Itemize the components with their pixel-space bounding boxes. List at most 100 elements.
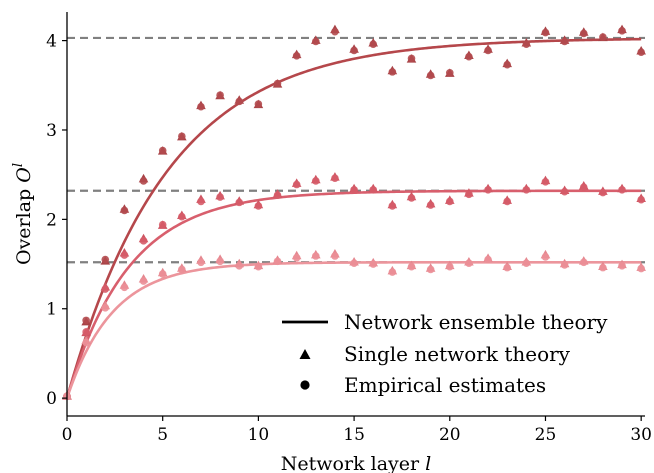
- empirical-point: [637, 48, 645, 57]
- x-tick-label: 20: [439, 425, 461, 445]
- empirical-point: [579, 183, 588, 191]
- empirical-point: [465, 52, 473, 61]
- empirical-point: [522, 186, 531, 194]
- empirical-point: [407, 262, 416, 271]
- empirical-point: [216, 91, 224, 99]
- x-tick-label: 10: [248, 425, 270, 445]
- empirical-point: [178, 132, 186, 141]
- empirical-point: [120, 283, 129, 292]
- empirical-point: [599, 33, 607, 41]
- y-tick-label: 0: [46, 389, 57, 409]
- x-tick-label: 25: [535, 425, 557, 445]
- empirical-point: [178, 212, 186, 221]
- axes: 0 5 10 15 20 25 30 0 1 2 3 4: [46, 12, 652, 445]
- empirical-point: [579, 29, 588, 38]
- empirical-point: [254, 100, 263, 108]
- empirical-point: [273, 79, 282, 88]
- x-tick-label: 5: [157, 425, 168, 445]
- empirical-point: [522, 259, 531, 267]
- empirical-point: [618, 262, 626, 270]
- empirical-point: [82, 316, 90, 325]
- y-tick-label: 2: [46, 210, 57, 230]
- empirical-point: [120, 251, 129, 259]
- x-ticks: 0 5 10 15 20 25 30: [62, 416, 652, 445]
- y-tick-label: 4: [46, 32, 57, 52]
- empirical-point: [273, 257, 282, 266]
- empirical-point: [388, 68, 397, 76]
- empirical-point: [331, 27, 339, 36]
- empirical-point: [197, 258, 205, 267]
- empirical-point: [369, 260, 378, 268]
- empirical-point: [82, 338, 90, 347]
- legend-dot-icon: [300, 380, 310, 390]
- empirical-point: [331, 174, 339, 183]
- empirical-point: [560, 187, 569, 196]
- empirical-point: [312, 252, 320, 260]
- empirical-point: [388, 202, 397, 210]
- empirical-point: [178, 265, 186, 274]
- empirical-point: [369, 40, 378, 48]
- empirical-point: [541, 28, 550, 37]
- empirical-point: [560, 37, 569, 46]
- empirical-point: [101, 285, 110, 293]
- empirical-point: [139, 177, 148, 185]
- empirical-point: [445, 262, 454, 271]
- y-ticks: 0 1 2 3 4: [46, 32, 67, 409]
- empirical-point: [216, 193, 224, 201]
- x-axis-label: Network layer l: [281, 453, 431, 473]
- empirical-point: [407, 54, 416, 63]
- empirical-point: [254, 202, 263, 210]
- empirical-point: [503, 60, 511, 69]
- legend-triangle-icon: [299, 349, 311, 359]
- empirical-point: [599, 188, 607, 197]
- empirical-point: [637, 195, 645, 204]
- empirical-point: [235, 97, 244, 106]
- empirical-point: [101, 304, 110, 312]
- empirical-point: [331, 252, 339, 260]
- empirical-point: [120, 206, 129, 215]
- empirical-point: [139, 237, 148, 245]
- empirical-point: [197, 197, 205, 206]
- empirical-point: [484, 255, 492, 264]
- empirical-point: [254, 262, 263, 271]
- empirical-point: [426, 201, 435, 209]
- empirical-point: [560, 261, 569, 269]
- x-tick-label: 30: [630, 425, 652, 445]
- x-axis-label-symbol: l: [425, 453, 431, 473]
- y-tick-label: 1: [46, 300, 57, 320]
- empirical-point: [465, 190, 473, 199]
- empirical-point: [503, 197, 511, 206]
- x-tick-label: 15: [343, 425, 365, 445]
- y-axis-label-word: Overlap: [13, 183, 35, 265]
- empirical-point: [388, 268, 397, 276]
- empirical-point: [445, 197, 454, 206]
- legend-label-single: Single network theory: [344, 342, 571, 366]
- empirical-point: [579, 258, 588, 267]
- empirical-point: [82, 328, 90, 336]
- empirical-point: [522, 40, 531, 48]
- empirical-point: [503, 263, 511, 272]
- empirical-point: [350, 259, 358, 267]
- empirical-point: [292, 51, 301, 60]
- legend-label-empirical: Empirical estimates: [344, 373, 546, 397]
- legend: Network ensemble theory Single network t…: [282, 310, 608, 397]
- empirical-point: [197, 102, 205, 111]
- legend-label-ensemble: Network ensemble theory: [344, 310, 608, 334]
- empirical-point: [599, 263, 607, 272]
- y-axis-label-text: Overlap Ol: [11, 163, 35, 265]
- empirical-point: [407, 194, 416, 202]
- empirical-point: [216, 257, 224, 266]
- y-axis-label-symbol: O: [13, 167, 35, 183]
- empirical-point: [273, 191, 282, 200]
- ensemble-theory-curve-2: [65, 189, 642, 399]
- empirical-point: [637, 264, 645, 273]
- empirical-point: [235, 262, 244, 270]
- data-points: [62, 24, 646, 401]
- empirical-point: [101, 255, 110, 264]
- empirical-point: [235, 198, 244, 207]
- empirical-point: [158, 220, 167, 229]
- empirical-point: [350, 46, 358, 55]
- empirical-point: [426, 265, 435, 274]
- y-axis-label-superscript: l: [11, 163, 26, 167]
